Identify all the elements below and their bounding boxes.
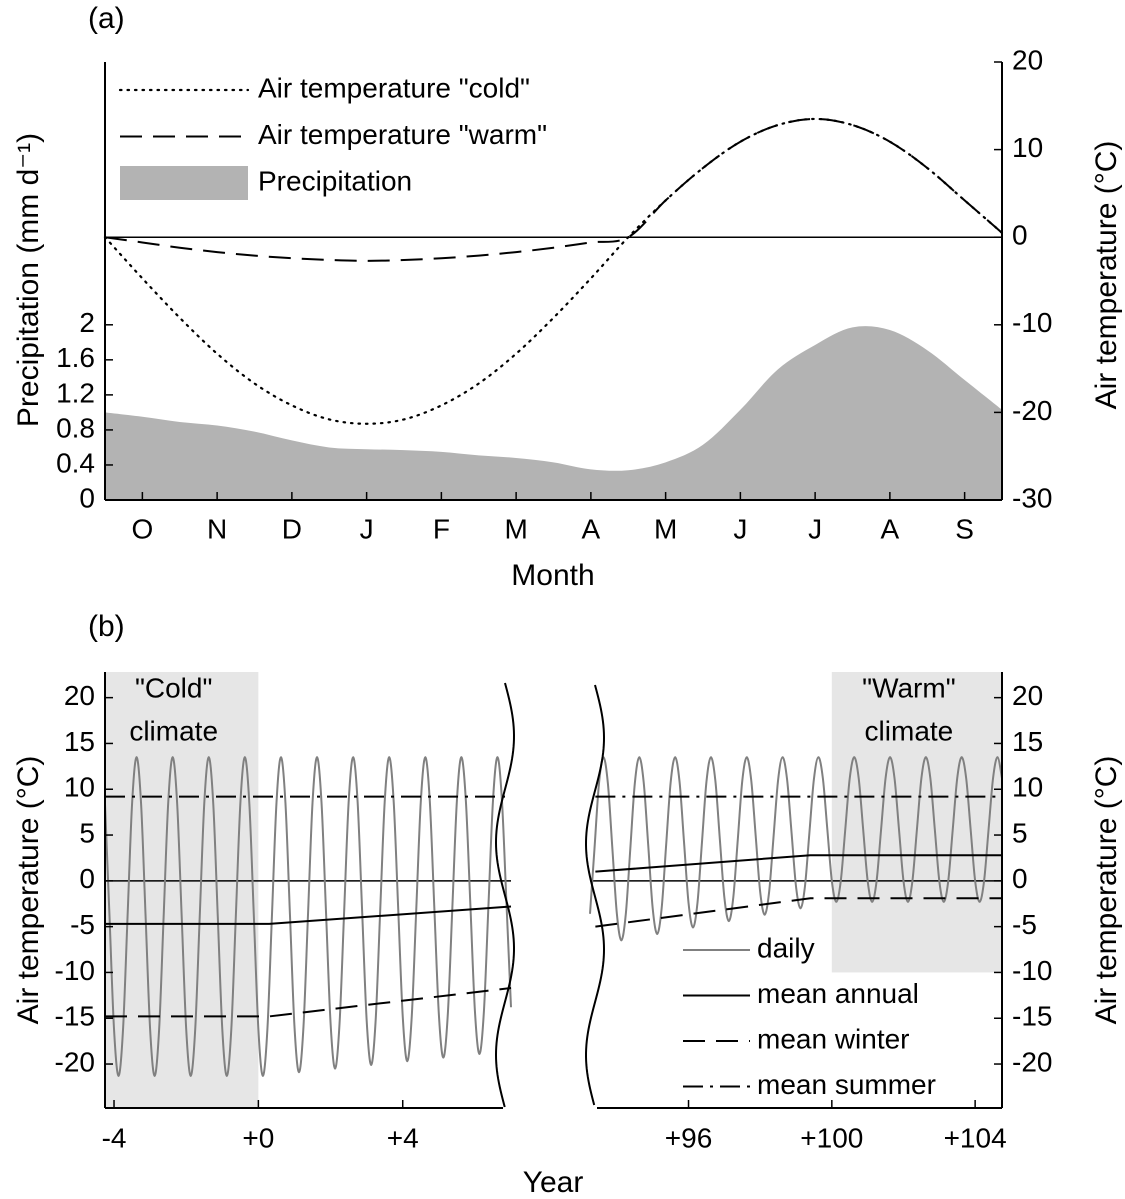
shaded-region xyxy=(105,672,259,1108)
y-axis-label: Air temperature (°C) xyxy=(12,756,45,1025)
y-tick-label: 0.8 xyxy=(56,412,95,443)
mean-line xyxy=(105,905,512,925)
legend-swatch xyxy=(120,166,248,200)
y-tick-label: 20 xyxy=(64,680,95,711)
y2-tick-label: -10 xyxy=(1012,307,1052,338)
x-tick-label: D xyxy=(282,513,302,544)
x-tick-label: J xyxy=(733,513,747,544)
y2-tick-label: -5 xyxy=(1012,909,1037,940)
y2-tick-label: 10 xyxy=(1012,132,1043,163)
y2-tick-label: -20 xyxy=(1012,1046,1052,1077)
legend-label: Air temperature "cold" xyxy=(258,72,530,103)
y-tick-label: 1.6 xyxy=(56,342,95,373)
y2-tick-label: 5 xyxy=(1012,817,1028,848)
x-tick-label: +104 xyxy=(944,1122,1007,1153)
mean-line xyxy=(595,854,1002,873)
x-tick-label: M xyxy=(504,513,527,544)
annotation: "Cold" xyxy=(135,672,212,703)
annotation: climate xyxy=(129,715,218,746)
precipitation-area xyxy=(105,326,1002,500)
axis-break xyxy=(585,684,605,1106)
y2-axis-label: Air temperature (°C) xyxy=(1090,756,1123,1025)
y-tick-label: 5 xyxy=(79,817,95,848)
daily-line xyxy=(104,756,512,1077)
y-tick-label: 2 xyxy=(79,307,95,338)
y-tick-label: -5 xyxy=(70,909,95,940)
x-tick-label: +100 xyxy=(800,1122,863,1153)
x-tick-label: +4 xyxy=(387,1122,419,1153)
y2-tick-label: -30 xyxy=(1012,482,1052,513)
annotation: "Warm" xyxy=(862,672,956,703)
mean-line xyxy=(595,897,1002,928)
x-tick-label: F xyxy=(433,513,450,544)
y-tick-label: -10 xyxy=(55,955,95,986)
y2-tick-label: 0 xyxy=(1012,220,1028,251)
temperature-line xyxy=(104,117,1003,262)
y2-axis-label: Air temperature (°C) xyxy=(1090,141,1123,410)
y2-tick-label: 0 xyxy=(1012,863,1028,894)
x-tick-label: O xyxy=(131,513,153,544)
y2-tick-label: -20 xyxy=(1012,395,1052,426)
x-axis-label: Month xyxy=(511,559,594,592)
y-tick-label: 1.2 xyxy=(56,377,95,408)
x-tick-label: M xyxy=(654,513,677,544)
y-axis-label: Precipitation (mm d⁻¹) xyxy=(12,133,45,427)
x-axis-label: Year xyxy=(523,1166,584,1199)
y-tick-label: 10 xyxy=(64,772,95,803)
x-tick-label: +0 xyxy=(242,1122,274,1153)
annotation: climate xyxy=(865,715,954,746)
x-tick-label: S xyxy=(955,513,974,544)
legend-label: Precipitation xyxy=(258,165,412,196)
x-tick-label: A xyxy=(582,513,601,544)
y-tick-label: 0 xyxy=(79,482,95,513)
x-tick-label: J xyxy=(360,513,374,544)
y2-tick-label: 10 xyxy=(1012,772,1043,803)
legend-label: Air temperature "warm" xyxy=(258,119,547,150)
mean-line xyxy=(105,987,512,1018)
x-tick-label: N xyxy=(207,513,227,544)
x-tick-label: -4 xyxy=(102,1122,127,1153)
y-tick-label: 0 xyxy=(79,863,95,894)
panel-label: (b) xyxy=(88,610,125,643)
y-tick-label: 15 xyxy=(64,726,95,757)
y2-tick-label: 20 xyxy=(1012,44,1043,75)
y2-tick-label: 15 xyxy=(1012,726,1043,757)
axis-break xyxy=(494,682,515,1108)
legend-label: mean winter xyxy=(757,1023,910,1054)
y-tick-label: -20 xyxy=(55,1046,95,1077)
x-tick-label: A xyxy=(881,513,900,544)
y2-tick-label: -15 xyxy=(1012,1001,1052,1032)
y2-tick-label: 20 xyxy=(1012,680,1043,711)
temperature-line xyxy=(103,117,1004,425)
legend-label: mean summer xyxy=(757,1069,936,1100)
x-tick-label: J xyxy=(808,513,822,544)
x-tick-label: +96 xyxy=(665,1122,713,1153)
legend-label: mean annual xyxy=(757,978,919,1009)
daily-line xyxy=(589,756,1003,942)
y2-tick-label: -10 xyxy=(1012,955,1052,986)
panel-label: (a) xyxy=(88,2,125,35)
y-tick-label: 0.4 xyxy=(56,447,95,478)
legend-label: daily xyxy=(757,932,815,963)
y-tick-label: -15 xyxy=(55,1001,95,1032)
